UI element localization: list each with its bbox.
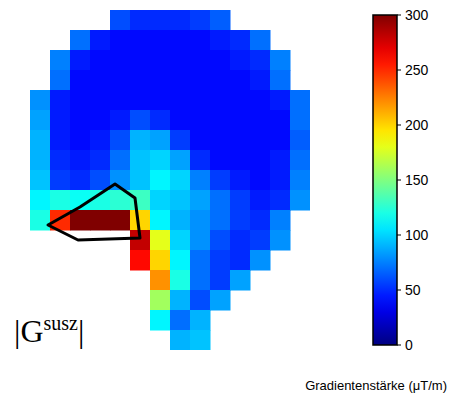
svg-text:Gradientenstärke (μT/m): Gradientenstärke (μT/m) [305,378,447,393]
svg-text:0: 0 [405,337,413,353]
svg-text:150: 150 [405,172,429,188]
svg-text:200: 200 [405,117,429,133]
html-text:|Gsusz|: |Gsusz| [14,312,85,349]
svg-text:50: 50 [405,282,421,298]
svg-text:100: 100 [405,227,429,243]
svg-text:300: 300 [405,7,429,23]
svg-text:250: 250 [405,62,429,78]
